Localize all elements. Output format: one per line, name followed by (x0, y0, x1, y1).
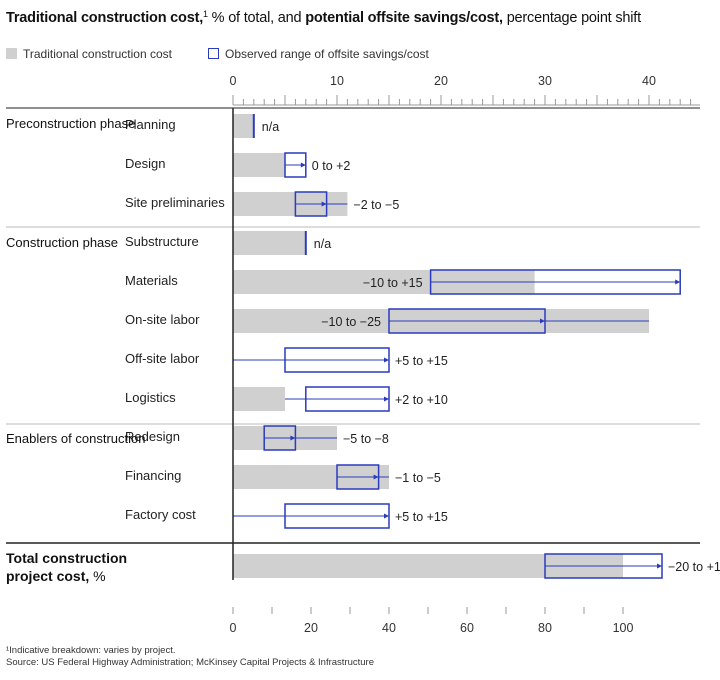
row-0-annotation: n/a (262, 120, 279, 134)
phase-label-preconstruction: Preconstruction phase (6, 116, 136, 131)
bottom-tick-label-0: 0 (230, 621, 237, 635)
row-1-annotation: 0 to +2 (312, 159, 351, 173)
bottom-tick-label-5: 100 (613, 621, 634, 635)
legend-range-label: Observed range of offsite savings/cost (225, 47, 429, 61)
row-label: Logistics (125, 390, 176, 405)
bottom-tick-label-4: 80 (538, 621, 552, 635)
row-7-arrow (384, 396, 389, 402)
legend-grey-swatch (6, 48, 17, 59)
row-7-bar (233, 387, 285, 411)
row-2-annotation: −2 to −5 (353, 198, 399, 212)
phase-label-construction: Construction phase (6, 235, 119, 250)
row-label: Factory cost (125, 507, 196, 522)
row-0-bar (233, 114, 254, 138)
top-tick-label-1: 10 (330, 74, 344, 88)
row-label: Materials (125, 273, 178, 288)
row-6-annotation: +5 to +15 (395, 354, 448, 368)
chart-title: Traditional construction cost,1 % of tot… (6, 9, 641, 26)
row-label: Off-site labor (125, 351, 200, 366)
row-8-annotation: −5 to −8 (343, 432, 389, 446)
phase-label-enablers: Enablers of construction (6, 431, 146, 446)
row-1-bar (233, 153, 285, 177)
top-tick-label-3: 30 (538, 74, 552, 88)
row-label: Design (125, 156, 166, 171)
row-8-arrow (290, 435, 296, 441)
row-7-annotation: +2 to +10 (395, 393, 448, 407)
row-3-bar (233, 231, 306, 255)
row-2-arrow (321, 201, 327, 207)
bottom-tick-label-2: 40 (382, 621, 396, 635)
footnote-source: Source: US Federal Highway Administratio… (6, 657, 375, 668)
row-9-annotation: −1 to −5 (395, 471, 441, 485)
top-tick-label-0: 0 (230, 74, 237, 88)
row-label: Planning (125, 117, 176, 132)
legend-traditional-label: Traditional construction cost (23, 47, 172, 61)
row-label: Site preliminaries (125, 195, 225, 210)
top-tick-label-2: 20 (434, 74, 448, 88)
row-3-annotation: n/a (314, 237, 331, 251)
row-10-annotation: +5 to +15 (395, 510, 448, 524)
row-label: Financing (125, 468, 182, 483)
row-5-arrow (540, 318, 545, 324)
bottom-tick-label-3: 60 (460, 621, 474, 635)
footnote-note: ¹Indicative breakdown: varies by project… (6, 645, 176, 656)
row-label: Substructure (125, 234, 199, 249)
row-10-arrow (384, 513, 389, 519)
row-9-arrow (373, 474, 379, 480)
row-4-arrow (675, 279, 681, 285)
row-6-arrow (384, 357, 389, 363)
legend-box-swatch (208, 48, 219, 59)
bottom-tick-label-1: 20 (304, 621, 318, 635)
row-4-annotation: −10 to +15 (363, 276, 423, 290)
row-label: Redesign (125, 429, 180, 444)
row-5-annotation: −10 to −25 (321, 315, 381, 329)
footnote: ¹Indicative breakdown: varies by project… (6, 645, 374, 669)
total-row-annotation: −20 to +10 (668, 560, 720, 574)
total-label: Total construction project cost, % (6, 549, 127, 585)
top-tick-label-4: 40 (642, 74, 656, 88)
total-label-line1: Total construction (6, 550, 128, 566)
total-label-unit: % (89, 568, 106, 584)
row-1-arrow (300, 162, 306, 168)
total-label-line2: project cost, (6, 568, 90, 584)
row-label: On-site labor (125, 312, 200, 327)
total-row-arrow (657, 563, 662, 569)
